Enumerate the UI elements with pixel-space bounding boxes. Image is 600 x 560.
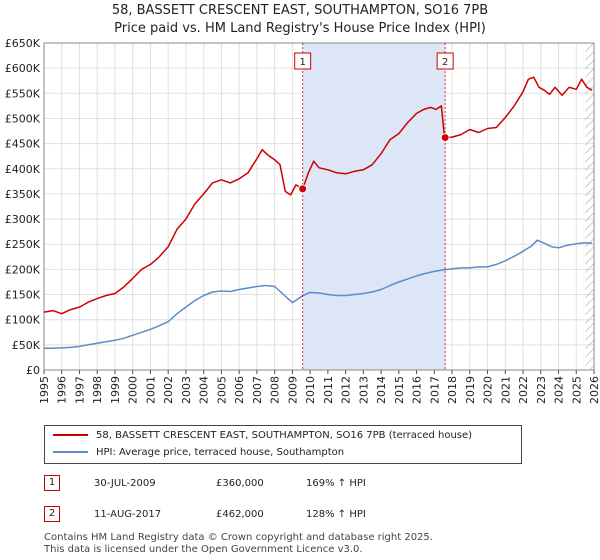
x-tick-label: 2010	[304, 376, 317, 404]
x-tick-label: 1997	[73, 376, 86, 404]
price-paid-line	[43, 76, 593, 315]
x-tick-label: 2022	[517, 376, 530, 404]
x-tick-label: 2019	[464, 376, 477, 404]
footer-licence: This data is licensed under the Open Gov…	[44, 544, 363, 555]
x-tick-label: 1998	[91, 376, 104, 404]
x-tick-label: 2000	[127, 376, 140, 404]
sale-price: £360,000	[216, 478, 264, 489]
x-tick-label: 1995	[38, 376, 51, 404]
y-tick-label: £50K	[12, 339, 41, 352]
x-tick-label: 2014	[375, 376, 388, 404]
x-tick-label: 2009	[286, 376, 299, 404]
y-tick-label: £350K	[5, 188, 41, 201]
x-tick-label: 2007	[251, 376, 264, 404]
hpi-line	[43, 239, 593, 350]
x-tick-label: 2008	[269, 376, 282, 404]
x-tick-label: 1999	[109, 376, 122, 404]
y-tick-label: £300K	[5, 213, 41, 226]
y-tick-label: £200K	[5, 263, 41, 276]
sale-badge-label: 2	[442, 57, 448, 68]
chart-title: 58, BASSETT CRESCENT EAST, SOUTHAMPTON, …	[111, 3, 489, 18]
legend-item-hpi: HPI: Average price, terraced house, Sout…	[53, 445, 344, 461]
sale-badge-label: 1	[299, 57, 305, 68]
forecast-hatch	[585, 43, 594, 370]
x-tick-label: 2026	[588, 376, 600, 404]
x-tick-label: 2001	[144, 376, 157, 404]
x-tick-label: 2018	[446, 376, 459, 404]
y-tick-label: £400K	[5, 163, 41, 176]
y-tick-label: £500K	[5, 112, 41, 125]
y-tick-label: £450K	[5, 138, 41, 151]
sale-hpi-change: 128% ↑ HPI	[306, 509, 366, 520]
y-tick-label: £550K	[5, 87, 41, 100]
x-tick-label: 2011	[322, 376, 335, 404]
sale-marker-badge: 2	[44, 506, 60, 522]
y-tick-label: £100K	[5, 314, 41, 327]
sale-period-shade	[302, 43, 446, 370]
x-tick-label: 2015	[393, 376, 406, 404]
x-tick-label: 2016	[411, 376, 424, 404]
x-tick-label: 2017	[428, 376, 441, 404]
x-tick-label: 2013	[357, 376, 370, 404]
legend-swatch-price	[53, 434, 88, 436]
x-tick-label: 2023	[535, 376, 548, 404]
y-tick-label: £250K	[5, 238, 41, 251]
legend-swatch-hpi	[53, 451, 88, 453]
sale-price: £462,000	[216, 509, 264, 520]
sale-date: 11-AUG-2017	[94, 509, 162, 520]
x-tick-label: 2002	[162, 376, 175, 404]
sale-badge-box	[436, 52, 454, 70]
x-tick-label: 2005	[215, 376, 228, 404]
price-chart: £0 £50K £100K £150K £200K £250K £300K £350K £400…	[5, 37, 600, 404]
x-tick-label: 2020	[482, 376, 495, 404]
legend: 58, BASSETT CRESCENT EAST, SOUTHAMPTON, …	[44, 425, 522, 464]
legend-item-price: 58, BASSETT CRESCENT EAST, SOUTHAMPTON, …	[53, 428, 472, 444]
x-tick-label: 2021	[499, 376, 512, 404]
x-tick-label: 1996	[56, 376, 69, 404]
y-tick-label: £600K	[5, 62, 41, 75]
y-tick-label: £0	[26, 364, 40, 377]
sale-point	[298, 184, 308, 194]
x-tick-label: 2006	[233, 376, 246, 404]
x-tick-label: 2025	[570, 376, 583, 404]
legend-label-hpi: HPI: Average price, terraced house, Sout…	[96, 447, 345, 458]
y-tick-label: £150K	[5, 289, 41, 302]
sale-hpi-change: 169% ↑ HPI	[306, 478, 366, 489]
y-tick-label: £650K	[5, 37, 41, 50]
sale-badge-box	[294, 52, 312, 70]
x-tick-label: 2003	[180, 376, 193, 404]
sale-marker-badge: 1	[44, 475, 60, 491]
plot-border	[43, 42, 595, 371]
x-tick-label: 2004	[198, 376, 211, 404]
x-tick-label: 2012	[340, 376, 353, 404]
sale-point	[440, 133, 450, 143]
x-tick-label: 2024	[553, 376, 566, 404]
footer-copyright: Contains HM Land Registry data © Crown c…	[44, 532, 433, 543]
sale-date: 30-JUL-2009	[94, 478, 156, 489]
legend-label-price: 58, BASSETT CRESCENT EAST, SOUTHAMPTON, …	[96, 430, 473, 441]
chart-subtitle: Price paid vs. HM Land Registry's House …	[114, 21, 486, 36]
